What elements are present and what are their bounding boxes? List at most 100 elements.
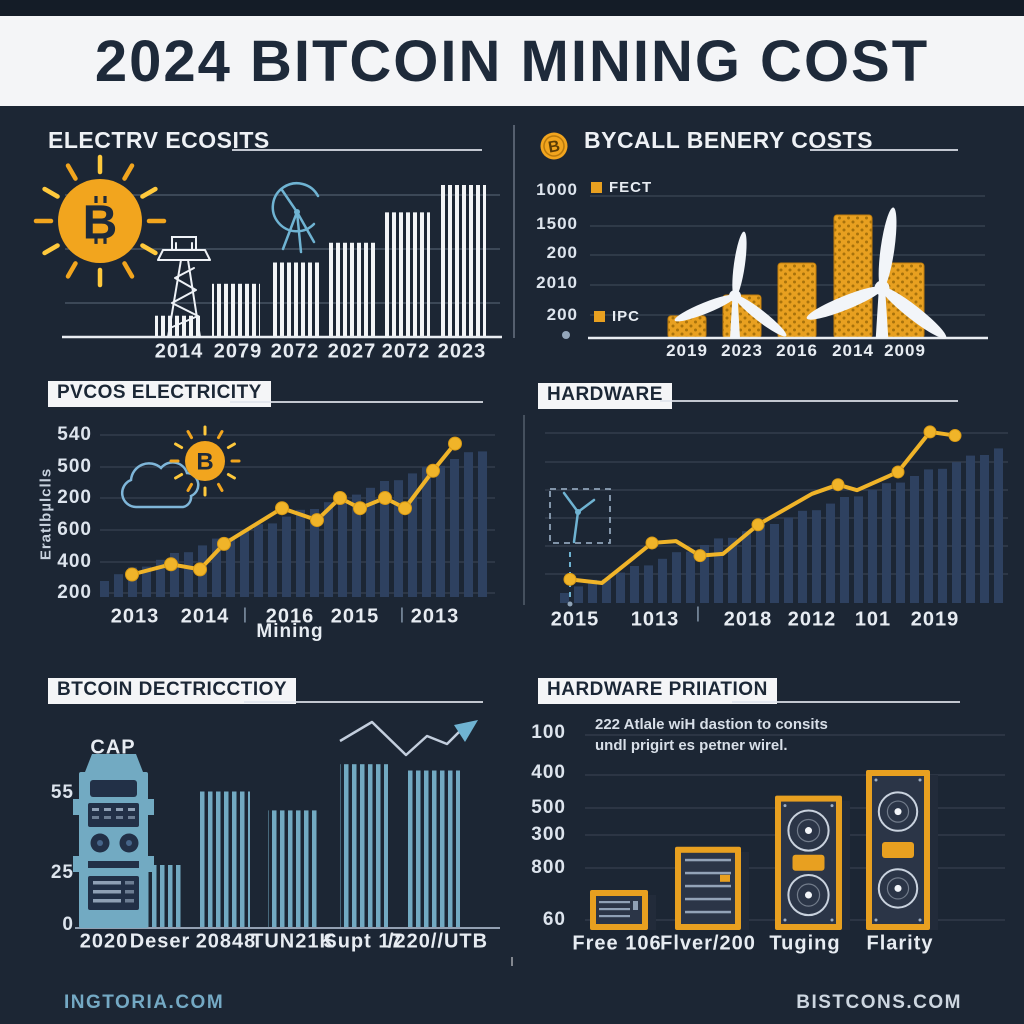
title-underline <box>230 401 483 403</box>
section-title-hardware-priation: HARDWARE PRIIATION <box>538 678 777 704</box>
asic-miner-icon <box>775 795 850 930</box>
pvcos-electricity-chart: B <box>100 425 495 597</box>
annotation-line: undl prigirt es petner wirel. <box>595 737 788 754</box>
y-tick-label: 200 <box>57 487 92 508</box>
x-tick-label: 2014 <box>832 341 874 360</box>
electricity-costs-chart: B <box>33 154 502 339</box>
banner: 2024 BITCOIN MINING COST <box>0 16 1024 106</box>
svg-text:B: B <box>83 196 118 249</box>
y-tick-label: 500 <box>57 456 92 477</box>
footer-right-brand: BISTCONS.COM <box>796 992 962 1013</box>
x-tick-label: TUN21K <box>251 930 335 953</box>
x-tick-label: 2072 <box>381 340 431 363</box>
bitcoin-coin-icon: B <box>540 132 568 160</box>
x-tick-label: 2019 <box>666 341 708 360</box>
x-tick-label: Flver/200 <box>660 932 756 955</box>
x-tick-label: 2023 <box>437 340 487 363</box>
y-tick-label: 300 <box>531 824 566 845</box>
hardware-priation-chart <box>585 734 1005 930</box>
legend-swatch <box>594 311 605 322</box>
y-tick-label: 500 <box>531 797 566 818</box>
legend-label: FECT <box>609 179 653 196</box>
tick-separator: | <box>242 606 248 623</box>
x-tick-label: Tuging <box>769 932 841 955</box>
page-title: 2024 BITCOIN MINING COST <box>94 28 930 94</box>
legend-label: IPC <box>612 308 641 325</box>
x-tick-label: Flarity <box>866 932 934 955</box>
y-tick-label: 200 <box>57 582 92 603</box>
title-underline <box>232 149 482 151</box>
y-tick-label: 60 <box>542 909 566 930</box>
section-title-pvcos-electricity: PVCOS ELECTRICITY <box>48 381 271 407</box>
zigzag-trend-line <box>339 720 463 757</box>
x-tick-label: 2015 <box>550 608 600 631</box>
mining-rig-icon <box>73 754 154 928</box>
title-underline <box>732 701 960 703</box>
svg-text:B: B <box>196 449 213 476</box>
x-tick-label: 101 <box>854 608 892 631</box>
title-underline <box>810 149 958 151</box>
annotation-line: 222 Atlale wiH dastion to consits <box>595 716 828 733</box>
x-tick-label: 2014 <box>180 605 230 628</box>
y-tick-label: 0 <box>62 914 74 935</box>
section-title-btc-production: BTCOIN DECTRICCTIOY <box>48 678 297 704</box>
title-underline <box>660 400 958 402</box>
y-tick-label: 800 <box>531 857 566 878</box>
x-tick-label: 2013 <box>410 605 460 628</box>
x-tick-label: Deser <box>129 930 191 953</box>
asic-miner-icon <box>590 890 656 930</box>
x-tick-label: 2020 <box>79 930 129 953</box>
legend-item-ipc: IPC <box>594 308 640 325</box>
x-tick-label: 1013 <box>630 608 680 631</box>
bitcoin-sun-icon: B <box>169 425 241 497</box>
wind-turbine-icon <box>806 207 947 339</box>
arrow-head-icon <box>454 720 478 742</box>
hardware-chart <box>523 415 1008 607</box>
axis-dot <box>562 331 570 339</box>
wind-turbine-icon <box>674 231 787 338</box>
y-tick-label: 400 <box>531 762 566 783</box>
y-tick-label: 600 <box>57 519 92 540</box>
section-title-electricity-costs: ELECTRV ECOSITS <box>48 127 270 153</box>
x-tick-label: 2009 <box>884 341 926 360</box>
wind-turbine-sketch-icon <box>271 182 320 254</box>
x-tick-label: 2027 <box>327 340 377 363</box>
x-tick-label: 20848 <box>195 930 257 953</box>
x-tick-label: 2014 <box>154 340 204 363</box>
x-tick-label: 2018 <box>723 608 773 631</box>
legend-swatch <box>591 182 602 193</box>
y-tick-label: 1500 <box>536 214 578 233</box>
btc-production-chart <box>73 720 500 929</box>
x-tick-label: 2015 <box>330 605 380 628</box>
bitcoin-sun-icon: B <box>33 154 167 288</box>
y-axis-label: Eratlbµlclls <box>37 467 55 561</box>
x-tick-label: Free 106 <box>572 932 662 955</box>
y-tick-label: 100 <box>531 722 566 743</box>
x-tick-label: 2013 <box>110 605 160 628</box>
y-tick-label: 1000 <box>536 180 578 199</box>
x-tick-label: Supt 17 <box>323 930 403 953</box>
legend-item-fect: FECT <box>591 179 652 196</box>
tick-separator: | <box>695 605 701 622</box>
x-tick-label: 2016 <box>265 605 315 628</box>
section-title-hardware: HARDWARE <box>538 383 672 409</box>
section-title-energy-costs: BYCALL BENERY COSTS <box>584 127 873 153</box>
title-underline <box>244 701 483 703</box>
y-tick-label: 2010 <box>536 273 578 292</box>
x-tick-label: /220//UTB <box>387 930 489 953</box>
energy-costs-chart: B <box>513 125 988 340</box>
y-tick-label: 25 <box>50 862 74 883</box>
x-tick-label: 2072 <box>270 340 320 363</box>
footer-left-brand: INGTORIA.COM <box>64 992 225 1013</box>
top-strip <box>0 0 1024 16</box>
x-tick-label: 2019 <box>910 608 960 631</box>
y-tick-label: 540 <box>57 424 92 445</box>
x-axis-label: Mining <box>256 621 324 642</box>
y-tick-label: 400 <box>57 551 92 572</box>
x-tick-label: 2023 <box>721 341 763 360</box>
transmission-tower-icon <box>157 236 211 338</box>
tick-separator: | <box>399 606 405 623</box>
asic-miner-icon <box>675 846 749 930</box>
